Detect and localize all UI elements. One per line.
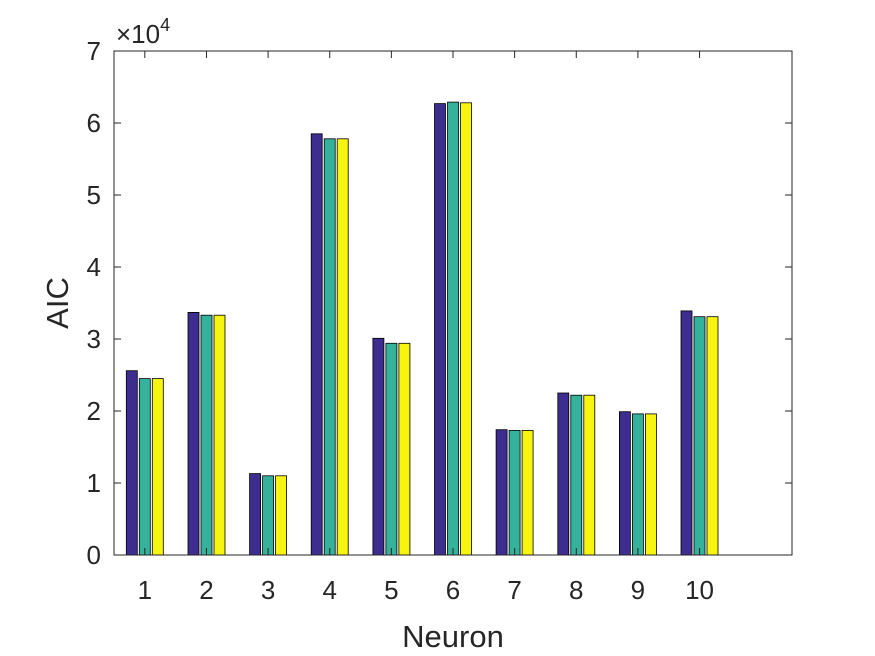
y-tick-label-5: 5: [87, 180, 101, 210]
bar-neuron-8-series-3: [583, 394, 596, 556]
bar-neuron-6-series-3: [460, 102, 472, 556]
x-axis-label: Neuron: [402, 619, 504, 654]
bar-neuron-3-series-2: [262, 475, 275, 556]
bar-neuron-9-series-3: [645, 413, 657, 556]
bar-neuron-2-series-1: [187, 311, 200, 556]
bar-neuron-4-series-3: [336, 138, 349, 556]
x-tick-label-3: 3: [261, 575, 275, 605]
bar-neuron-8-series-2: [570, 394, 583, 556]
y-axis-ticks: 0 1 2 3 4 5 6 7: [87, 36, 792, 570]
y-tick-label-0: 0: [87, 540, 101, 570]
bar-neuron-9-series-2: [632, 413, 644, 556]
bar-neuron-7-series-2: [508, 429, 521, 556]
bar-neuron-4-series-1: [310, 133, 323, 556]
bar-neuron-5-series-1: [372, 337, 385, 556]
bar-neuron-6-series-1: [434, 103, 446, 556]
bar-neuron-7-series-1: [495, 429, 508, 556]
x-tick-label-6: 6: [446, 575, 460, 605]
bar-neuron-5-series-3: [398, 342, 411, 556]
bar-neuron-3-series-3: [275, 475, 288, 556]
y-tick-label-6: 6: [87, 108, 101, 138]
bar-neuron-10-series-1: [680, 310, 693, 556]
x-tick-label-10: 10: [685, 575, 714, 605]
bar-neuron-2-series-3: [213, 314, 226, 556]
y-tick-label-7: 7: [87, 36, 101, 66]
y-tick-label-2: 2: [87, 396, 101, 426]
bar-neuron-4-series-2: [323, 138, 336, 556]
x-tick-label-1: 1: [138, 575, 152, 605]
y-tick-label-4: 4: [87, 252, 101, 282]
bar-neuron-3-series-1: [249, 473, 262, 556]
x-tick-label-4: 4: [322, 575, 336, 605]
bar-neuron-1-series-1: [125, 370, 138, 556]
bar-neuron-1-series-2: [138, 378, 151, 556]
y-tick-label-1: 1: [87, 468, 101, 498]
bar-neuron-10-series-3: [706, 316, 719, 556]
bar-neuron-1-series-3: [151, 378, 164, 556]
x-axis-ticks: 1 2 3 4 5 6 7 8 9 10: [138, 51, 714, 605]
x-tick-label-7: 7: [507, 575, 521, 605]
y-exponent-label: ×104: [116, 15, 170, 49]
y-axis-label: AIC: [40, 277, 75, 329]
bar-neuron-2-series-2: [200, 314, 213, 556]
bar-neuron-8-series-1: [557, 392, 570, 556]
bar-neuron-6-series-2: [447, 101, 459, 556]
bar-neuron-10-series-2: [693, 316, 706, 556]
bar-neuron-5-series-2: [385, 342, 398, 556]
x-tick-label-2: 2: [199, 575, 213, 605]
bar-neuron-7-series-3: [521, 429, 534, 556]
x-tick-label-5: 5: [384, 575, 398, 605]
y-tick-label-3: 3: [87, 324, 101, 354]
x-tick-label-8: 8: [569, 575, 583, 605]
x-tick-label-9: 9: [631, 575, 645, 605]
bar-neuron-9-series-1: [619, 411, 631, 556]
